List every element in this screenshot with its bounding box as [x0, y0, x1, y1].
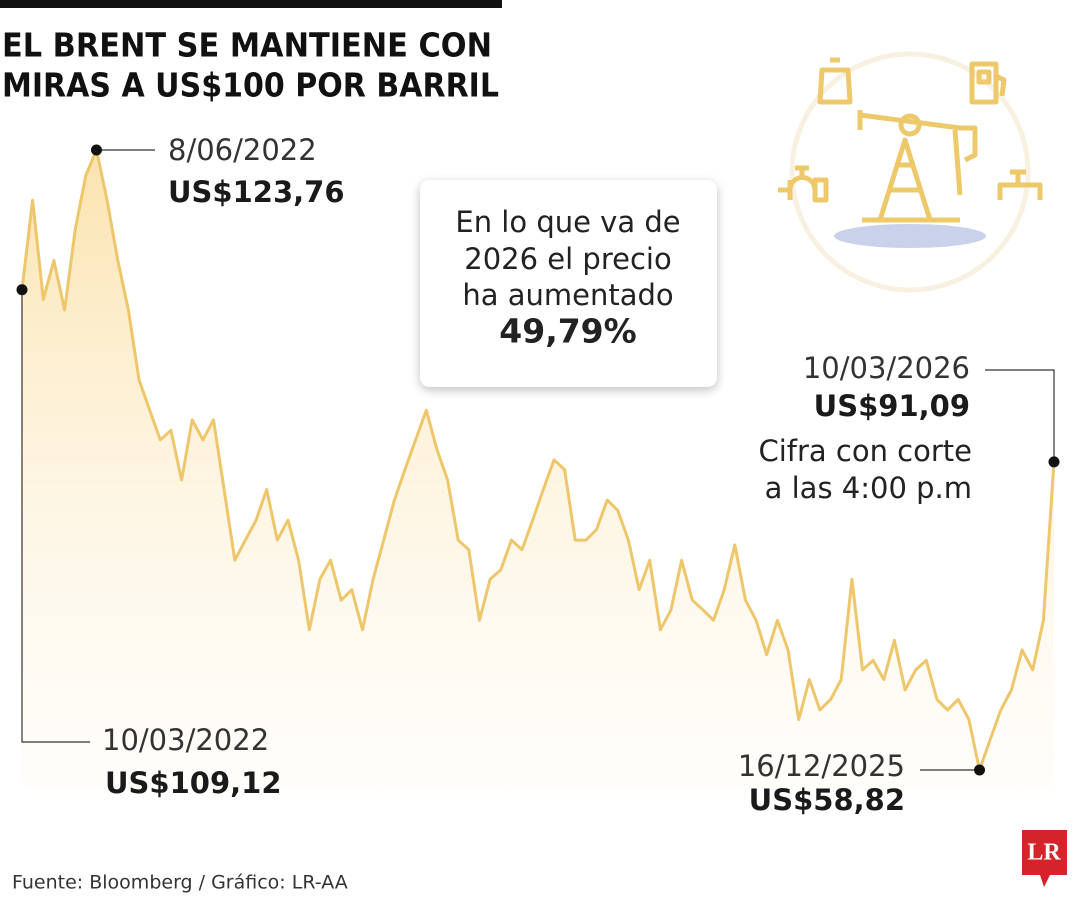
value-label: US$58,82 [749, 783, 905, 817]
oil-icon [778, 51, 1043, 293]
logo: LR [1022, 830, 1067, 887]
logo-text: LR [1027, 840, 1061, 866]
area [22, 150, 1054, 790]
callout-text: En lo que va de [455, 205, 680, 239]
point [974, 764, 986, 776]
value-label: US$123,76 [168, 175, 345, 209]
point [1048, 456, 1060, 468]
point [16, 284, 28, 296]
note: a las 4:00 p.m [765, 471, 972, 505]
value-label: US$91,09 [814, 389, 970, 423]
date-label: 10/03/2026 [803, 351, 970, 385]
callout-text: ha aumentado [462, 278, 673, 312]
leader-line [21, 289, 90, 743]
note: Cifra con corte [758, 434, 972, 468]
leader-line [985, 369, 1055, 462]
callout-value: 49,79% [499, 312, 636, 351]
title-line: EL BRENT SE MANTIENE CON [2, 26, 492, 65]
callout-box: En lo que va de 2026 el precio ha aument… [420, 180, 717, 387]
top-bar [0, 0, 502, 8]
line [20, 148, 1056, 772]
source: Fuente: Bloomberg / Gráfico: LR-AA [12, 872, 348, 894]
callout-bg [420, 180, 717, 387]
title-line: MIRAS A US$100 POR BARRIL [2, 66, 499, 105]
callout-text: 2026 el precio [464, 242, 671, 276]
date-label: 10/03/2022 [102, 723, 269, 757]
date-label: 8/06/2022 [168, 133, 317, 167]
date-label: 16/12/2025 [738, 749, 905, 783]
plot-area: 10/03/2022 US$109,12 8/06/2022 US$123,76 16/… [16, 133, 1060, 817]
point [90, 144, 102, 156]
value-label: US$109,12 [105, 766, 282, 800]
